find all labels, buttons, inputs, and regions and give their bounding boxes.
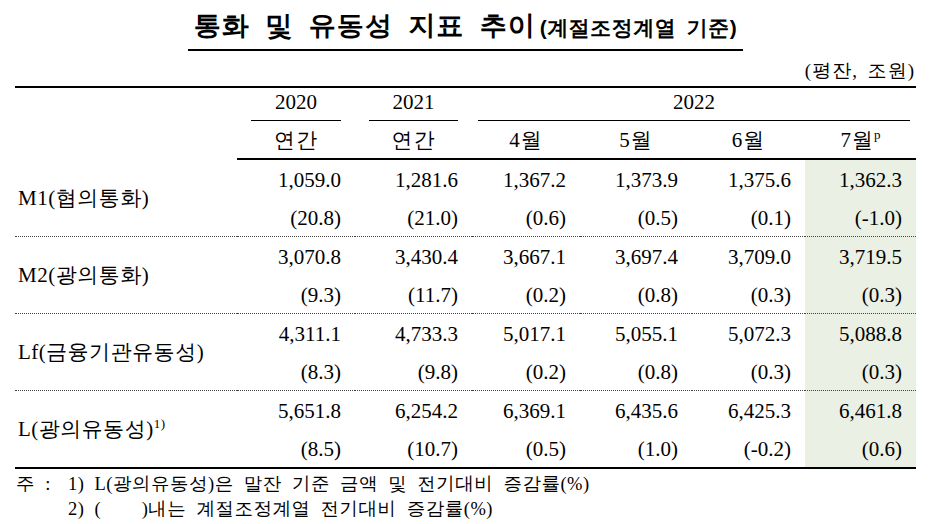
period-header-may: 5월 <box>580 121 692 159</box>
row-label: M1(협의통화) <box>15 159 237 237</box>
value-cell-highlighted: 5,088.8(0.3) <box>805 314 916 391</box>
value-cell: 5,055.1(0.8) <box>580 314 692 391</box>
value-cell-highlighted: 6,461.8(0.6) <box>805 391 916 469</box>
value-cell: 3,667.1(0.2) <box>472 237 580 314</box>
footnote-line-2: 2) ( )내는 계절조정계열 전기대비 증감률(%) <box>16 497 921 522</box>
value-cell-highlighted: 1,362.3(-1.0) <box>805 159 916 237</box>
value-cell: 1,367.2(0.6) <box>472 159 580 237</box>
year-header-2020: 2020 <box>237 87 355 121</box>
value-cell: 1,281.6(21.0) <box>355 159 472 237</box>
footnote-text-2: 2) ( )내는 계절조정계열 전기대비 증감률(%) <box>68 497 493 522</box>
period-header-apr: 4월 <box>472 121 580 159</box>
footnote-line-1: 주 : 1) L(광의유동성)은 말잔 기준 금액 및 전기대비 증감률(%) <box>16 472 921 497</box>
row-label: M2(광의통화) <box>15 237 237 314</box>
value-cell: 5,072.3(0.3) <box>692 314 805 391</box>
footnote-text-1: 1) L(광의유동성)은 말잔 기준 금액 및 전기대비 증감률(%) <box>68 472 590 497</box>
header-years-row: 2020 2021 2022 <box>15 87 916 121</box>
year-header-2021: 2021 <box>355 87 472 121</box>
value-cell: 3,697.4(0.8) <box>580 237 692 314</box>
title-main: 통화 및 유동성 지표 추이 <box>194 11 536 41</box>
unit-note: (평잔, 조원) <box>805 58 915 84</box>
footnote-prefix-spacer <box>16 497 68 522</box>
table-row-l: L(광의유동성)1) 5,651.8(8.5) 6,254.2(10.7) 6,… <box>15 391 916 469</box>
value-cell: 5,651.8(8.5) <box>237 391 355 469</box>
value-cell: 6,425.3(-0.2) <box>692 391 805 469</box>
value-cell: 3,070.8(9.3) <box>237 237 355 314</box>
period-header-annual-2020: 연간 <box>237 121 355 159</box>
footnote-ref-superscript: 1) <box>154 416 166 431</box>
year-header-2022: 2022 <box>472 87 916 121</box>
table-row-lf: Lf(금융기관유동성) 4,311.1(8.3) 4,733.3(9.8) 5,… <box>15 314 916 391</box>
value-cell-highlighted: 3,719.5(0.3) <box>805 237 916 314</box>
value-cell: 1,373.9(0.5) <box>580 159 692 237</box>
value-cell: 3,709.0(0.3) <box>692 237 805 314</box>
title-sub: (계절조정계열 기준) <box>540 16 737 39</box>
period-header-jun: 6월 <box>692 121 805 159</box>
value-cell: 6,369.1(0.5) <box>472 391 580 469</box>
indicator-table-wrap: 2020 2021 2022 연간 연간 4월 5월 6월 7월p M1(협의통… <box>15 86 916 469</box>
value-cell: 4,733.3(9.8) <box>355 314 472 391</box>
period-header-jul: 7월p <box>805 121 916 159</box>
document-page: 통화 및 유동성 지표 추이 (계절조정계열 기준) (평잔, 조원) 2020… <box>0 0 931 524</box>
indicator-table: 2020 2021 2022 연간 연간 4월 5월 6월 7월p M1(협의통… <box>15 86 916 469</box>
page-title: 통화 및 유동성 지표 추이 (계절조정계열 기준) <box>0 8 931 51</box>
row-label: L(광의유동성)1) <box>15 391 237 469</box>
period-header-annual-2021: 연간 <box>355 121 472 159</box>
value-cell: 5,017.1(0.2) <box>472 314 580 391</box>
footnotes: 주 : 1) L(광의유동성)은 말잔 기준 금액 및 전기대비 증감률(%) … <box>16 472 921 522</box>
value-cell: 3,430.4(11.7) <box>355 237 472 314</box>
row-label: Lf(금융기관유동성) <box>15 314 237 391</box>
value-cell: 6,254.2(10.7) <box>355 391 472 469</box>
table-row-m2: M2(광의통화) 3,070.8(9.3) 3,430.4(11.7) 3,66… <box>15 237 916 314</box>
label-column-header <box>15 87 237 159</box>
title-underline-group: 통화 및 유동성 지표 추이 (계절조정계열 기준) <box>188 8 743 51</box>
footnote-prefix: 주 : <box>16 472 68 497</box>
value-cell: 4,311.1(8.3) <box>237 314 355 391</box>
table-row-m1: M1(협의통화) 1,059.0(20.8) 1,281.6(21.0) 1,3… <box>15 159 916 237</box>
value-cell: 1,375.6(0.1) <box>692 159 805 237</box>
preliminary-superscript: p <box>874 127 881 142</box>
value-cell: 6,435.6(1.0) <box>580 391 692 469</box>
value-cell: 1,059.0(20.8) <box>237 159 355 237</box>
